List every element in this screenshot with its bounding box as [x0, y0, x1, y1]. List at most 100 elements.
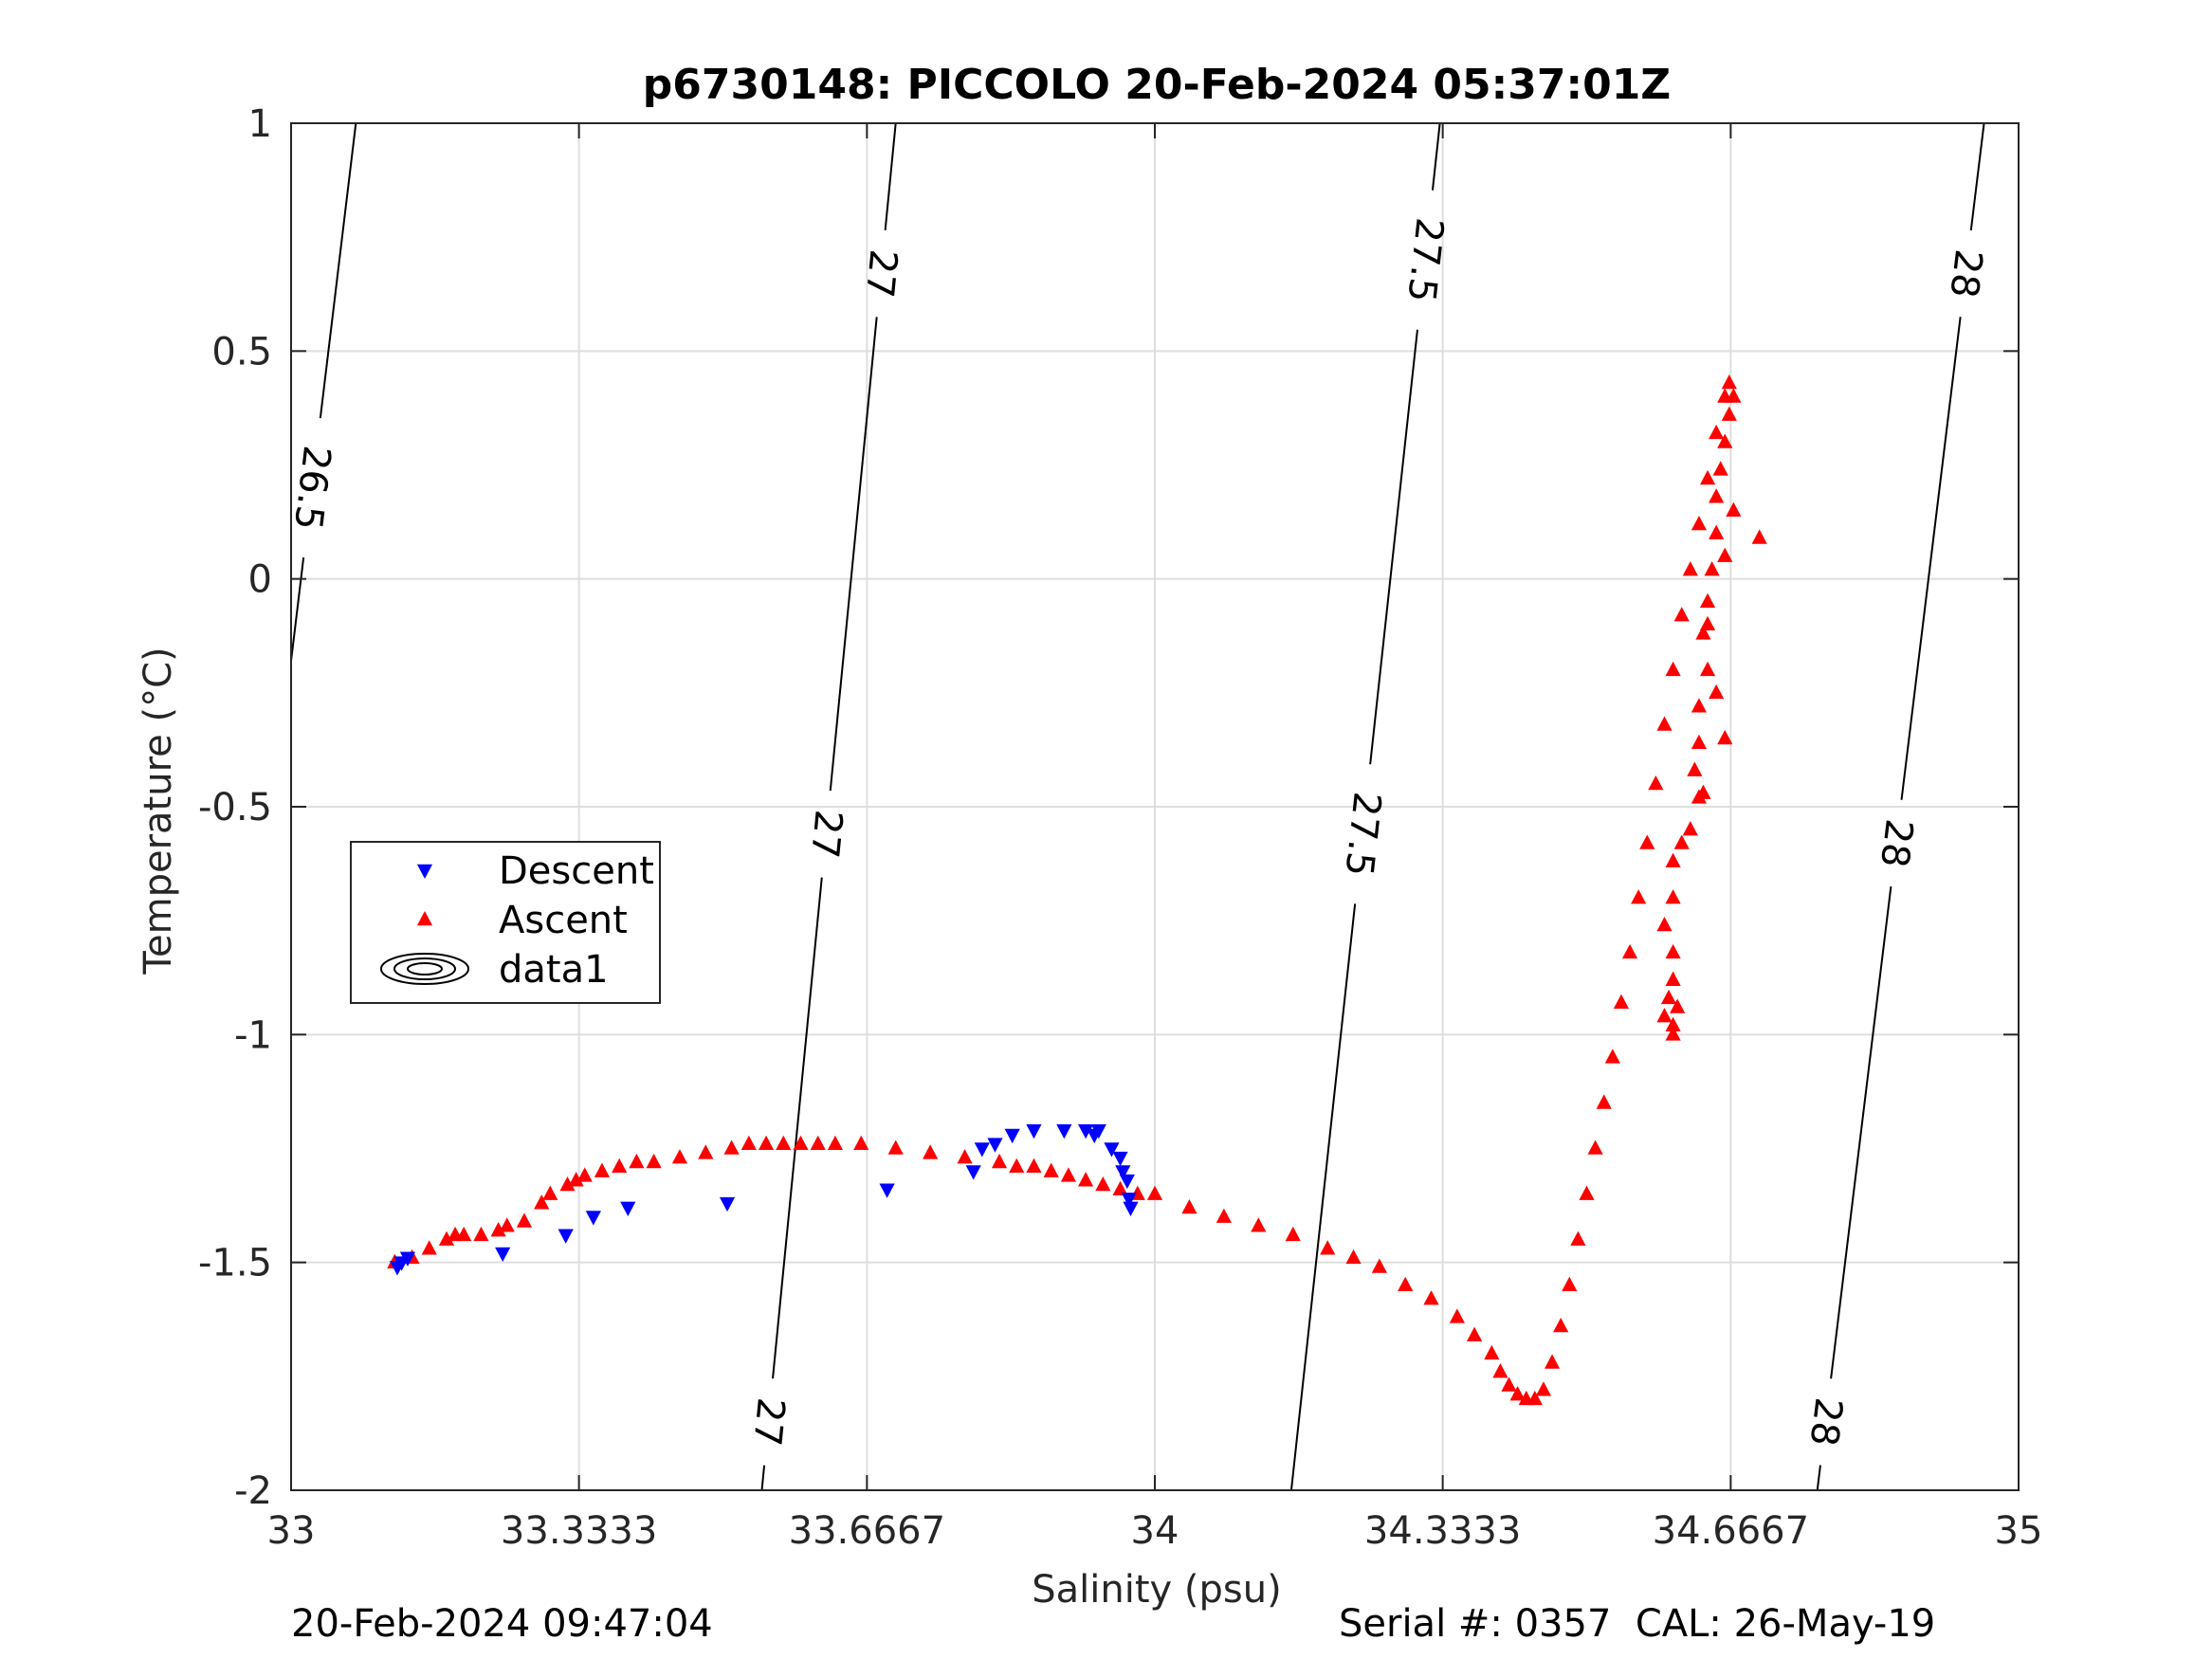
ascent-point: [1665, 661, 1681, 677]
ascent-point: [1709, 524, 1725, 539]
ascent-point: [1009, 1158, 1025, 1174]
descent-point: [1056, 1123, 1072, 1139]
ascent-point: [594, 1162, 611, 1177]
ascent-point: [1709, 488, 1725, 503]
ascent-point: [776, 1135, 792, 1150]
ascent-point: [923, 1144, 939, 1159]
ascent-point: [827, 1135, 844, 1150]
y-tick-label: 0.5: [211, 330, 272, 374]
ascent-point: [1613, 994, 1630, 1009]
x-tick-label: 33.6667: [789, 1509, 945, 1553]
ascent-point: [1699, 615, 1716, 631]
legend: Descent Ascent data1: [350, 841, 661, 1004]
contour-line: [1431, 122, 1441, 191]
ascent-point: [542, 1185, 558, 1200]
ascent-point: [1691, 734, 1708, 750]
ascent-point: [1631, 889, 1647, 904]
descent-point: [987, 1138, 1003, 1153]
ascent-point: [793, 1135, 809, 1150]
ascent-point: [740, 1135, 757, 1150]
descent-point: [1121, 1193, 1137, 1208]
descent-point: [1104, 1142, 1120, 1158]
ascent-point: [1509, 1386, 1526, 1401]
legend-contour-icon: [393, 957, 456, 980]
ascent-point: [1466, 1326, 1483, 1341]
ascent-point: [1665, 1026, 1681, 1041]
ascent-point: [1717, 547, 1733, 562]
legend-descent-marker: [416, 864, 433, 879]
contour-line: [760, 1465, 766, 1491]
descent-point: [879, 1183, 895, 1198]
y-tick-label: -2: [234, 1469, 272, 1513]
ascent-point: [1699, 592, 1716, 608]
descent-point: [1026, 1123, 1042, 1139]
descent-point: [495, 1247, 511, 1263]
ascent-point: [1449, 1308, 1465, 1323]
descent-point: [558, 1229, 574, 1244]
ascent-point: [698, 1144, 714, 1159]
ascent-point: [1656, 1008, 1673, 1023]
ascent-point: [1682, 561, 1698, 576]
ascent-point: [646, 1153, 662, 1169]
ascent-point: [612, 1158, 628, 1174]
ascent-point: [957, 1149, 973, 1164]
descent-point: [1090, 1123, 1106, 1139]
ascent-point: [1656, 716, 1673, 731]
legend-contour-icon: [380, 953, 469, 985]
ascent-point: [1704, 561, 1720, 576]
contour-label: 28: [1941, 247, 1990, 301]
ascent-point: [1181, 1198, 1197, 1214]
ascent-point: [1526, 1390, 1543, 1406]
ascent-point: [1604, 1048, 1620, 1064]
contour-line: [829, 317, 878, 792]
x-tick-label: 34.3333: [1364, 1509, 1521, 1553]
ascent-point: [1665, 889, 1681, 904]
ascent-point: [576, 1167, 593, 1182]
ascent-point: [1345, 1249, 1362, 1265]
contour-line: [319, 122, 357, 419]
contour-line: [1969, 122, 1985, 231]
ascent-point: [1665, 943, 1681, 959]
legend-contour-icon: [407, 962, 443, 975]
ascent-point: [499, 1217, 515, 1232]
descent-point: [965, 1165, 981, 1180]
footer-timestamp: 20-Feb-2024 09:47:04: [291, 1602, 713, 1646]
descent-point: [719, 1196, 736, 1212]
chart-title: p6730148: PICCOLO 20-Feb-2024 05:37:01Z: [643, 61, 1671, 109]
ascent-point: [1423, 1290, 1439, 1305]
contour-line: [1816, 1465, 1821, 1491]
ascent-point: [1673, 607, 1690, 622]
contour-line: [884, 122, 897, 230]
ascent-point: [1726, 501, 1742, 517]
legend-label: Ascent: [499, 899, 628, 942]
ascent-point: [1492, 1363, 1508, 1378]
ascent-point: [1699, 661, 1716, 677]
descent-point: [1123, 1201, 1139, 1216]
descent-point: [1078, 1123, 1094, 1139]
contour-label: 27.5: [1398, 215, 1451, 304]
legend-label: data1: [499, 948, 609, 992]
ascent-point: [1501, 1376, 1517, 1392]
ascent-point: [1665, 1016, 1681, 1032]
ascent-point: [1621, 943, 1638, 959]
ascent-point: [1570, 1231, 1586, 1246]
ascent-point: [1695, 625, 1711, 640]
descent-point: [1115, 1165, 1131, 1180]
ascent-point: [1691, 698, 1708, 713]
contour-label: 27: [802, 808, 850, 860]
ascent-point: [1639, 834, 1655, 849]
ascent-point: [1709, 684, 1725, 700]
ascent-point: [1043, 1162, 1059, 1177]
ascent-point: [1026, 1158, 1042, 1174]
ascent-point: [1660, 989, 1677, 1005]
ascent-point: [991, 1153, 1008, 1169]
descent-point: [620, 1201, 636, 1216]
y-tick-label: 1: [248, 102, 272, 146]
contour-line: [1289, 903, 1357, 1491]
ascent-point: [1665, 852, 1681, 867]
ascent-point: [456, 1226, 472, 1242]
ascent-point: [1691, 515, 1708, 531]
ascent-point: [1535, 1381, 1552, 1396]
ascent-point: [1596, 1094, 1612, 1109]
contour-label: 28: [1801, 1395, 1851, 1449]
